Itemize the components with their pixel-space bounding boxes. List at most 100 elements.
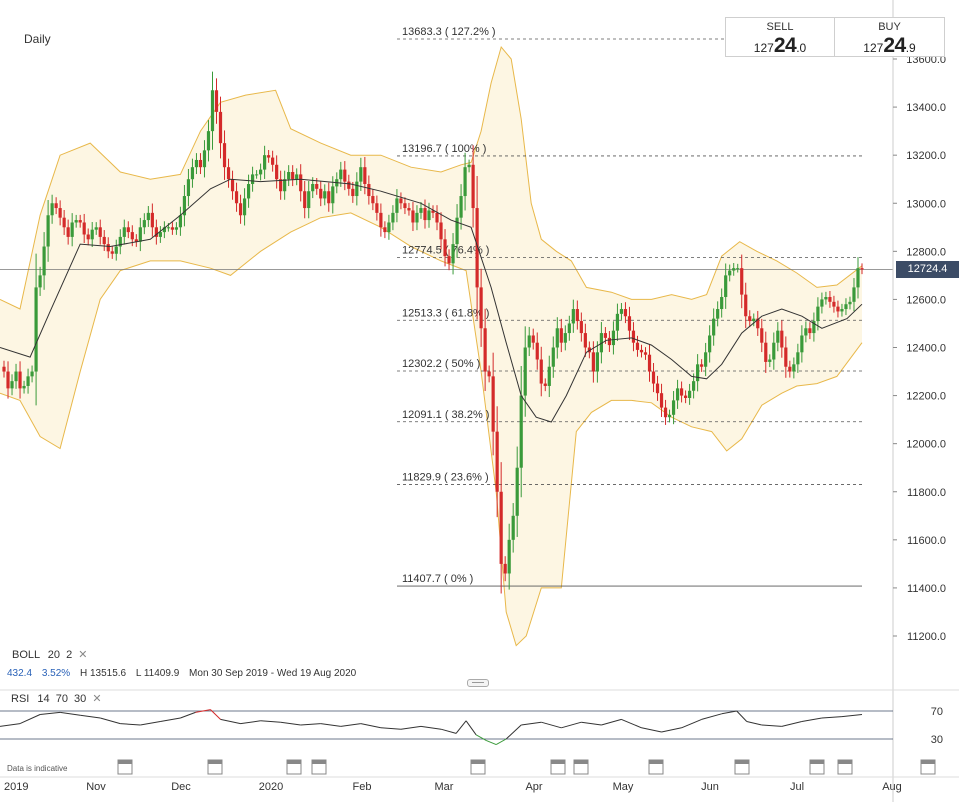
candle-body xyxy=(295,174,299,180)
candle-body xyxy=(250,174,255,185)
candle-body xyxy=(635,342,640,350)
calendar-icon[interactable] xyxy=(648,759,664,775)
time-tick-label: 2019 xyxy=(4,781,28,793)
candle-body xyxy=(812,321,816,334)
rsi-segment xyxy=(821,716,842,719)
candle-body xyxy=(291,171,295,180)
calendar-icon-header xyxy=(287,760,301,764)
candle-body xyxy=(776,330,780,343)
candle-body xyxy=(836,306,840,312)
candle-body xyxy=(98,227,102,237)
fib-label: 13683.3 ( 127.2% ) xyxy=(402,26,496,38)
rsi-indicator-label[interactable]: RSI 14 70 30 ✕ xyxy=(11,692,102,705)
calendar-icon-header xyxy=(735,760,749,764)
candle-body xyxy=(800,335,804,353)
candle-body xyxy=(238,203,243,216)
candle-body xyxy=(555,328,559,348)
candle-body xyxy=(519,395,523,468)
fib-label: 12513.3 ( 61.8% ) xyxy=(402,307,489,319)
calendar-icon[interactable] xyxy=(117,759,133,775)
candle-body xyxy=(531,335,535,343)
candle-body xyxy=(254,174,259,176)
candle-body xyxy=(848,301,852,305)
calendar-icon[interactable] xyxy=(286,759,302,775)
calendar-icon[interactable] xyxy=(470,759,486,775)
rsi-segment xyxy=(210,709,221,720)
candle-body xyxy=(347,181,351,189)
candle-body xyxy=(780,330,784,348)
bollinger-midline xyxy=(0,178,863,423)
candle-body xyxy=(351,188,355,197)
buy-button[interactable]: BUY 12724.9 xyxy=(835,17,945,57)
calendar-icon[interactable] xyxy=(550,759,566,775)
candle-body xyxy=(736,268,740,270)
candle-body xyxy=(42,246,46,276)
calendar-icon[interactable] xyxy=(734,759,750,775)
buy-small: .9 xyxy=(905,41,916,55)
sell-button[interactable]: SELL 12724.0 xyxy=(725,17,835,57)
candle-body xyxy=(591,352,595,372)
panel-resize-handle[interactable] xyxy=(467,679,489,687)
current-price-badge: 12724.4 xyxy=(896,261,959,278)
rsi-segment xyxy=(100,717,121,725)
sell-price: 12724.0 xyxy=(726,34,834,58)
calendar-icon[interactable] xyxy=(837,759,853,775)
candle-body xyxy=(627,316,632,331)
rsi-segment xyxy=(160,717,181,722)
candle-body xyxy=(515,467,519,516)
rsi-segment xyxy=(621,718,642,729)
candle-body xyxy=(551,347,555,367)
candle-body xyxy=(483,328,487,372)
calendar-icon[interactable] xyxy=(207,759,223,775)
candle-body xyxy=(479,287,483,329)
calendar-icon[interactable] xyxy=(311,759,327,775)
rsi-segment xyxy=(440,728,457,734)
candle-body xyxy=(860,268,864,270)
candle-body xyxy=(331,186,335,204)
candle-body xyxy=(371,196,375,204)
rsi-segment xyxy=(260,720,281,723)
candle-body xyxy=(808,328,812,334)
fib-label: 12091.1 ( 38.2% ) xyxy=(402,409,489,421)
calendar-icon[interactable] xyxy=(920,759,936,775)
boll-indicator-label[interactable]: BOLL 20 2 ✕ xyxy=(12,648,88,661)
calendar-icon[interactable] xyxy=(573,759,589,775)
fib-retracement-lines: 13683.3 ( 127.2% )13196.7 ( 100% )12774.… xyxy=(0,26,893,587)
candle-body xyxy=(579,321,583,334)
candle-body xyxy=(439,222,443,240)
candle-body xyxy=(724,275,728,298)
fib-label: 11829.9 ( 23.6% ) xyxy=(402,472,489,484)
price-tick-label: 13200.0 xyxy=(906,150,946,162)
calendar-icon[interactable] xyxy=(809,759,825,775)
candle-body xyxy=(475,208,479,288)
candle-body xyxy=(30,371,34,377)
candle-body xyxy=(86,234,90,240)
candle-body xyxy=(399,198,403,204)
candle-body xyxy=(692,381,696,391)
candle-body xyxy=(415,212,419,223)
fib-label: 11407.7 ( 0% ) xyxy=(402,573,473,585)
time-tick-label: Jul xyxy=(790,781,804,793)
candle-body xyxy=(816,306,820,322)
boll-change: 432.4 xyxy=(7,668,33,679)
rsi-segment xyxy=(541,721,562,729)
candle-body xyxy=(728,270,732,276)
rsi-lower: 30 xyxy=(74,693,87,705)
boll-close-icon[interactable]: ✕ xyxy=(78,649,88,661)
boll-pct: 3.52% xyxy=(41,668,71,679)
price-tick-label: 13600.0 xyxy=(906,54,946,66)
candle-body xyxy=(275,164,279,180)
candle-body xyxy=(427,210,431,221)
buy-label: BUY xyxy=(878,21,901,33)
candle-body xyxy=(58,208,62,218)
rsi-close-icon[interactable]: ✕ xyxy=(92,693,102,705)
candle-body xyxy=(435,212,439,223)
calendar-icon-header xyxy=(838,760,852,764)
rsi-segment xyxy=(465,720,477,736)
sell-prefix: 127 xyxy=(753,41,774,55)
boll-low: L 11409.9 xyxy=(135,668,180,679)
candle-body xyxy=(611,330,616,346)
candle-body xyxy=(367,184,371,197)
rsi-segment xyxy=(420,725,442,730)
